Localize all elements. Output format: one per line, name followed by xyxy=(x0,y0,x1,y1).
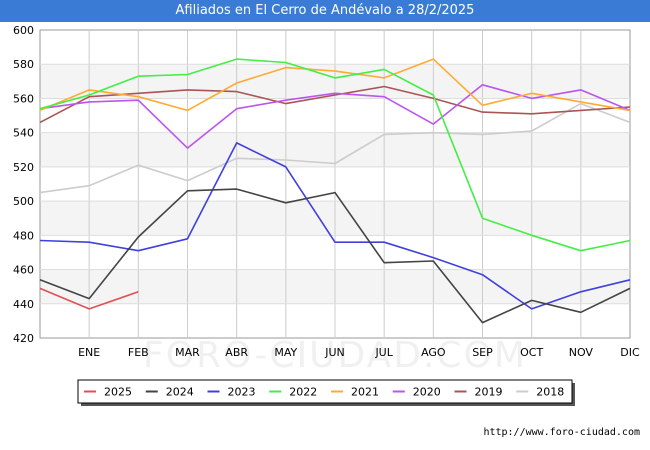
legend: 2025 2024 2023 2022 2021 2020 2019 2018 xyxy=(77,379,575,406)
series-line-2020 xyxy=(39,84,631,149)
legend-label-2024: 2024 xyxy=(166,386,194,399)
y-tick-label: 540 xyxy=(13,127,34,140)
x-tick-label: SEP xyxy=(472,346,493,359)
legend-label-2019: 2019 xyxy=(475,386,503,399)
chart-title: Afiliados en El Cerro de Andévalo a 28/2… xyxy=(0,0,650,22)
legend-label-2025: 2025 xyxy=(104,386,132,399)
x-tick-label: JUN xyxy=(324,346,345,359)
y-tick-label: 500 xyxy=(13,195,34,208)
series-line-2022 xyxy=(39,58,631,252)
legend-label-2022: 2022 xyxy=(289,386,317,399)
series-line-2025 xyxy=(39,287,139,310)
y-tick-label: 460 xyxy=(13,264,34,277)
x-tick-label: AGO xyxy=(421,346,446,359)
x-tick-label: FEB xyxy=(128,346,149,359)
y-tick-label: 440 xyxy=(13,298,34,311)
series-line-2019 xyxy=(39,85,631,124)
x-tick-label: NOV xyxy=(569,346,594,359)
x-tick-label: ENE xyxy=(78,346,100,359)
y-tick-label: 420 xyxy=(13,332,34,345)
x-tick-label: MAY xyxy=(274,346,297,359)
footer-url: http://www.foro-ciudad.com xyxy=(483,427,640,438)
series-line-2024 xyxy=(39,188,631,324)
series-lines xyxy=(39,58,631,324)
series-line-2023 xyxy=(39,142,631,310)
y-tick-label: 580 xyxy=(13,58,34,71)
legend-label-2018: 2018 xyxy=(536,386,564,399)
y-tick-label: 480 xyxy=(13,229,34,242)
y-tick-label: 600 xyxy=(13,24,34,37)
y-axis: 420 440 460 480 500 520 540 560 580 600 xyxy=(13,24,34,345)
legend-label-2023: 2023 xyxy=(228,386,256,399)
series-line-2018 xyxy=(39,102,631,194)
x-tick-label: ABR xyxy=(225,346,248,359)
y-tick-label: 520 xyxy=(13,161,34,174)
y-tick-label: 560 xyxy=(13,92,34,105)
x-tick-label: DIC xyxy=(620,346,640,359)
legend-label-2021: 2021 xyxy=(351,386,379,399)
x-tick-label: JUL xyxy=(374,346,393,359)
legend-box xyxy=(77,379,573,404)
x-tick-label: OCT xyxy=(520,346,543,359)
watermark: FORO-CIUDAD.COM xyxy=(143,335,527,376)
x-axis: ENE FEB MAR ABR MAY JUN JUL AGO SEP OCT NOV DIC xyxy=(78,346,640,359)
legend-label-2020: 2020 xyxy=(413,386,441,399)
x-tick-label: MAR xyxy=(175,346,200,359)
series-line-2021 xyxy=(39,58,631,112)
